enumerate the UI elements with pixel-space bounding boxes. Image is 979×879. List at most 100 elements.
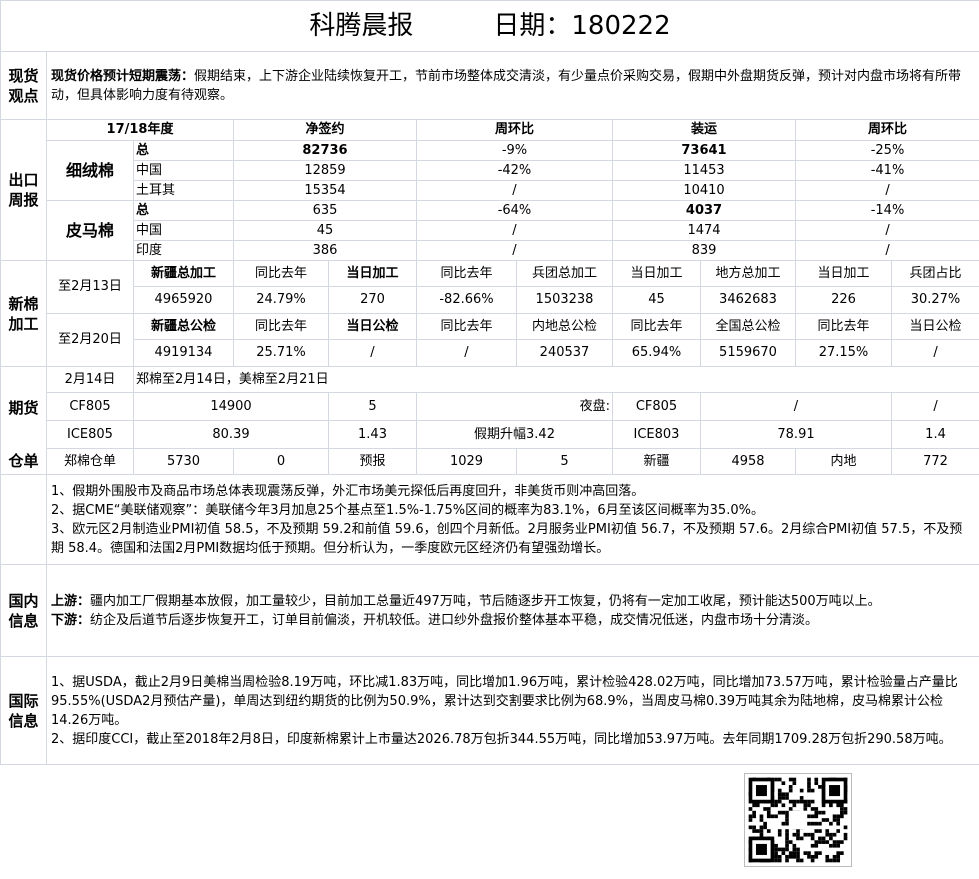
macro-label-empty <box>0 474 47 565</box>
qr-module <box>763 807 767 811</box>
qr-module <box>766 814 771 819</box>
qr-module <box>843 836 848 841</box>
qr-module <box>825 829 830 833</box>
futures-date: 2月14日 <box>46 366 134 393</box>
qr-module <box>840 840 844 844</box>
qr-module <box>788 854 793 859</box>
new-cotton-header: 当日加工 <box>795 260 892 287</box>
qr-module <box>785 829 789 833</box>
new-cotton-value: / <box>328 339 417 367</box>
export-header: 净签约 <box>233 119 417 141</box>
qr-finder <box>829 785 841 797</box>
new-cotton-value: 240537 <box>516 339 613 367</box>
qr-module <box>799 836 804 841</box>
warehouse-cell: 0 <box>233 448 329 475</box>
qr-module <box>807 785 811 789</box>
new-cotton-header: 兵团总加工 <box>516 260 613 287</box>
new-cotton-value: 226 <box>795 286 892 314</box>
qr-module <box>759 829 764 833</box>
qr-module <box>836 854 841 859</box>
new-cotton-header: 同比去年 <box>416 260 517 287</box>
qr-module <box>836 821 841 826</box>
qr-module <box>832 854 837 859</box>
qr-module <box>785 810 789 815</box>
qr-module <box>788 799 793 804</box>
export-signed-wow: -9% <box>416 140 613 161</box>
new-cotton-value: 25.71% <box>233 339 329 367</box>
qr-module <box>796 799 800 804</box>
qr-module <box>763 825 767 830</box>
spot-view-body: 假期结束，上下游企业陆续恢复开工，节前市场整体成交清淡，有少量点价采购交易，假期… <box>51 68 962 103</box>
qr-module <box>810 836 815 841</box>
new-cotton-value: 45 <box>612 286 701 314</box>
export-header: 17/18年度 <box>46 119 234 141</box>
qr-module <box>814 851 819 855</box>
export-region: 中国 <box>133 220 234 241</box>
qr-module <box>788 840 793 844</box>
export-shipped-wow: / <box>794 220 979 241</box>
qr-module <box>803 799 808 804</box>
international-label: 国际信息 <box>0 656 47 765</box>
qr-module <box>803 832 808 837</box>
qr-module <box>774 843 778 848</box>
qr-module <box>843 832 848 837</box>
qr-module <box>777 832 782 837</box>
export-shipped-wow: -25% <box>794 140 979 161</box>
qr-module <box>777 847 782 852</box>
qr-module <box>777 777 782 782</box>
qr-module <box>825 832 830 837</box>
qr-module <box>785 836 789 841</box>
export-signed: 386 <box>233 240 417 261</box>
new-cotton-value: 27.15% <box>795 339 892 367</box>
futures-cell: 14900 <box>133 392 329 421</box>
qr-module <box>785 821 789 826</box>
export-signed: 82736 <box>233 140 417 161</box>
qr-module <box>825 854 830 859</box>
qr-module <box>770 803 775 808</box>
new-cotton-header: 当日加工 <box>612 260 701 287</box>
upstream: 上游：疆内加工厂假期基本放假，加工量较少，目前加工总量近497万吨，节后随逐步开… <box>51 592 975 611</box>
report-date: 180222 <box>571 11 671 41</box>
qr-module <box>785 814 789 819</box>
qr-module <box>810 858 815 863</box>
qr-module <box>814 843 819 848</box>
qr-module <box>781 792 786 797</box>
qr-module <box>774 777 778 782</box>
domestic-news: 上游：疆内加工厂假期基本放假，加工量较少，目前加工总量近497万吨，节后随逐步开… <box>45 564 979 657</box>
international-news-item: 1、据USDA，截止2月9日美棉当周检验8.19万吨，环比减1.83万吨，同比增… <box>51 674 958 728</box>
qr-module <box>832 858 837 863</box>
futures-note: 郑棉至2月14日，美棉至2月21日 <box>132 366 979 393</box>
qr-code <box>744 773 852 867</box>
qr-module <box>799 788 804 793</box>
new-cotton-header: 同比去年 <box>416 313 517 340</box>
qr-module <box>796 858 800 863</box>
export-shipped: 4037 <box>612 200 796 221</box>
warehouse-cell: 5730 <box>133 448 234 475</box>
qr-module <box>781 796 786 800</box>
export-label: 出口周报 <box>0 119 47 261</box>
qr-module <box>792 777 797 782</box>
qr-module <box>781 810 786 815</box>
qr-module <box>803 851 808 855</box>
new-cotton-header: 全国总公检 <box>700 313 796 340</box>
qr-module <box>777 792 782 797</box>
downstream: 下游：纺企及后道节后逐步恢复开工，订单目前偏淡，开机较低。进口纱外盘报价整体基本… <box>51 611 975 630</box>
export-signed: 635 <box>233 200 417 221</box>
morning-report-sheet: 科腾晨报 日期：180222 现货观点 现货价格预计短期震荡：假期结束，上下游企业… <box>0 0 979 765</box>
qr-module <box>755 829 760 833</box>
qr-module <box>807 814 811 819</box>
futures-cell: 假期升幅3.42 <box>416 420 613 449</box>
qr-module <box>829 821 833 826</box>
qr-module <box>785 832 789 837</box>
qr-module <box>755 803 760 808</box>
qr-module <box>781 851 786 855</box>
qr-module <box>821 810 826 815</box>
export-shipped: 10410 <box>612 180 796 201</box>
macro-news: 1、假期外围股市及商品市场总体表现震荡反弹，外汇市场美元探低后再度回升，非美货币… <box>45 474 979 565</box>
futures-cell: 1.43 <box>328 420 417 449</box>
qr-module <box>836 814 841 819</box>
qr-module <box>781 803 786 808</box>
new-cotton-value: / <box>890 339 979 367</box>
qr-module <box>785 796 789 800</box>
warehouse-cell: 郑棉仓单 <box>46 448 134 475</box>
